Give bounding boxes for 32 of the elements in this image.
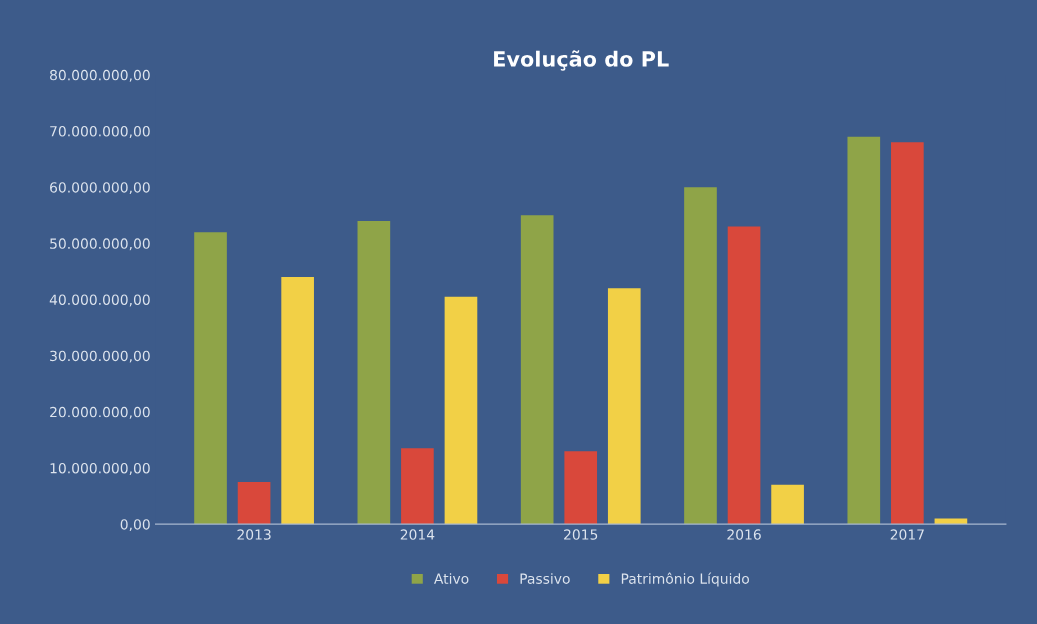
y-tick-label: 40.000.000,00 (49, 294, 150, 307)
x-tick-label: 2013 (237, 529, 271, 540)
bar (281, 277, 314, 525)
bar (847, 136, 881, 525)
bar (357, 220, 391, 525)
bar (564, 451, 598, 525)
y-tick-label: 20.000.000,00 (50, 406, 150, 419)
x-tick-label: 2015 (564, 529, 598, 540)
y-tick-label: 70.000.000,00 (50, 126, 150, 138)
bar (401, 448, 434, 525)
y-tick-label: 80.000.000,00 (50, 69, 150, 82)
bar (607, 288, 641, 525)
x-tick-label: 2014 (400, 529, 435, 540)
legend-label: Patrimônio Líquido (621, 572, 749, 587)
x-tick-label: 2017 (890, 529, 924, 540)
bar (727, 226, 761, 525)
legend-label: Ativo (434, 573, 469, 584)
x-tick-label: 2016 (727, 529, 761, 540)
bar (237, 482, 271, 525)
bar (194, 232, 227, 525)
y-tick-label: 0,00 (120, 519, 150, 532)
y-tick-label: 60.000.000,00 (50, 182, 150, 195)
y-tick-label: 50.000.000,00 (50, 238, 150, 251)
bar (771, 484, 804, 525)
legend-label: Passivo (520, 573, 570, 584)
chart-title: Evolução do PL (494, 50, 669, 71)
bar (684, 187, 717, 525)
y-tick-label: 30.000.000,00 (50, 350, 150, 363)
bar (520, 215, 554, 525)
bar (444, 296, 478, 525)
bar (891, 142, 924, 525)
y-tick-label: 10.000.000,00 (50, 462, 150, 475)
